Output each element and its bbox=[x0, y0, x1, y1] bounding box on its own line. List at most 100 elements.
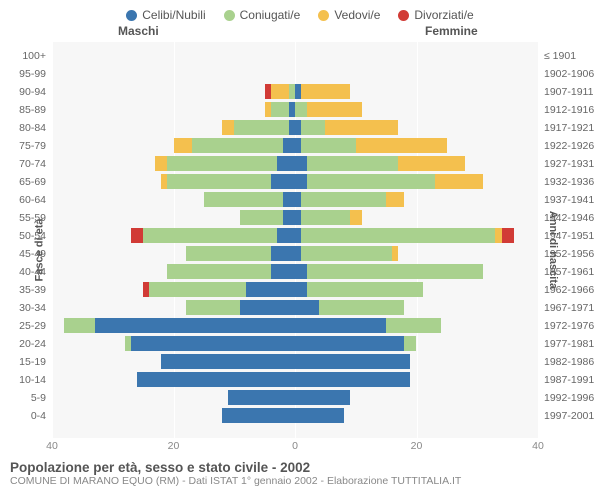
seg-single bbox=[271, 174, 295, 189]
age-label: 50-54 bbox=[19, 230, 52, 241]
birth-year-label: 1932-1936 bbox=[538, 176, 594, 187]
male-bar bbox=[137, 372, 295, 387]
birth-year-label: 1942-1946 bbox=[538, 212, 594, 223]
age-row: 60-641937-1941 bbox=[52, 192, 538, 207]
seg-single bbox=[295, 354, 410, 369]
age-label: 20-24 bbox=[19, 338, 52, 349]
age-label: 35-39 bbox=[19, 284, 52, 295]
legend-item: Vedovi/e bbox=[318, 8, 380, 22]
age-label: 60-64 bbox=[19, 194, 52, 205]
seg-married bbox=[307, 174, 435, 189]
population-pyramid: Celibi/NubiliConiugati/eVedovi/eDivorzia… bbox=[0, 0, 600, 500]
seg-single bbox=[240, 300, 295, 315]
female-bar bbox=[295, 102, 362, 117]
age-label: 10-14 bbox=[19, 374, 52, 385]
seg-widowed bbox=[435, 174, 484, 189]
male-bar bbox=[167, 264, 295, 279]
seg-single bbox=[131, 336, 295, 351]
x-axis: 402002040 bbox=[52, 438, 538, 456]
female-bar bbox=[295, 408, 344, 423]
male-bar bbox=[125, 336, 295, 351]
seg-married bbox=[240, 210, 283, 225]
female-bar bbox=[295, 246, 398, 261]
legend: Celibi/NubiliConiugati/eVedovi/eDivorzia… bbox=[0, 0, 600, 24]
age-row: 95-991902-1906 bbox=[52, 66, 538, 81]
female-bar bbox=[295, 390, 350, 405]
male-bar bbox=[155, 156, 295, 171]
male-bar bbox=[222, 408, 295, 423]
legend-item: Celibi/Nubili bbox=[126, 8, 205, 22]
male-bar bbox=[131, 228, 295, 243]
seg-married bbox=[167, 264, 270, 279]
age-label: 0-4 bbox=[31, 410, 52, 421]
birth-year-label: 1927-1931 bbox=[538, 158, 594, 169]
age-label: 65-69 bbox=[19, 176, 52, 187]
age-row: 55-591942-1946 bbox=[52, 210, 538, 225]
seg-married bbox=[404, 336, 416, 351]
age-label: 55-59 bbox=[19, 212, 52, 223]
seg-single bbox=[277, 228, 295, 243]
seg-widowed bbox=[356, 138, 447, 153]
seg-married bbox=[307, 156, 398, 171]
male-bar bbox=[204, 192, 295, 207]
female-bar bbox=[295, 120, 398, 135]
seg-single bbox=[222, 408, 295, 423]
female-bar bbox=[295, 210, 362, 225]
age-row: 25-291972-1976 bbox=[52, 318, 538, 333]
seg-married bbox=[167, 174, 270, 189]
x-tick: 40 bbox=[532, 440, 544, 452]
legend-swatch bbox=[224, 10, 235, 21]
seg-married bbox=[307, 264, 483, 279]
birth-year-label: 1912-1916 bbox=[538, 104, 594, 115]
age-label: 15-19 bbox=[19, 356, 52, 367]
x-tick: 20 bbox=[168, 440, 180, 452]
seg-single bbox=[161, 354, 295, 369]
seg-married bbox=[204, 192, 283, 207]
seg-single bbox=[295, 300, 319, 315]
male-bar bbox=[186, 246, 295, 261]
legend-swatch bbox=[398, 10, 409, 21]
age-row: 70-741927-1931 bbox=[52, 156, 538, 171]
seg-married bbox=[319, 300, 404, 315]
age-row: 10-141987-1991 bbox=[52, 372, 538, 387]
plot-area-wrap: 100+≤ 190195-991902-190690-941907-191185… bbox=[52, 42, 538, 438]
seg-married bbox=[301, 228, 495, 243]
male-bar bbox=[143, 282, 295, 297]
age-label: 90-94 bbox=[19, 86, 52, 97]
female-bar bbox=[295, 354, 410, 369]
legend-label: Divorziati/e bbox=[414, 8, 473, 22]
seg-single bbox=[283, 138, 295, 153]
seg-married bbox=[301, 192, 386, 207]
male-bar bbox=[265, 84, 295, 99]
x-tick: 20 bbox=[411, 440, 423, 452]
birth-year-label: 1907-1911 bbox=[538, 86, 593, 97]
seg-married bbox=[186, 246, 271, 261]
female-bar bbox=[295, 156, 465, 171]
female-header: Femmine bbox=[425, 24, 478, 38]
birth-year-label: 1957-1961 bbox=[538, 266, 594, 277]
seg-married bbox=[386, 318, 441, 333]
birth-year-label: 1902-1906 bbox=[538, 68, 594, 79]
seg-single bbox=[295, 318, 386, 333]
seg-single bbox=[246, 282, 295, 297]
column-headers: Maschi Femmine bbox=[0, 24, 600, 42]
seg-widowed bbox=[307, 102, 362, 117]
birth-year-label: 1972-1976 bbox=[538, 320, 594, 331]
birth-year-label: 1917-1921 bbox=[538, 122, 594, 133]
seg-married bbox=[186, 300, 241, 315]
seg-married bbox=[192, 138, 283, 153]
birth-year-label: 1952-1956 bbox=[538, 248, 594, 259]
seg-married bbox=[301, 138, 356, 153]
seg-widowed bbox=[398, 156, 465, 171]
age-label: 45-49 bbox=[19, 248, 52, 259]
seg-married bbox=[301, 120, 325, 135]
seg-married bbox=[64, 318, 94, 333]
female-bar bbox=[295, 336, 416, 351]
age-row: 30-341967-1971 bbox=[52, 300, 538, 315]
age-row: 0-41997-2001 bbox=[52, 408, 538, 423]
seg-single bbox=[295, 408, 344, 423]
male-bar bbox=[186, 300, 295, 315]
male-bar bbox=[161, 174, 295, 189]
seg-single bbox=[283, 192, 295, 207]
age-row: 80-841917-1921 bbox=[52, 120, 538, 135]
